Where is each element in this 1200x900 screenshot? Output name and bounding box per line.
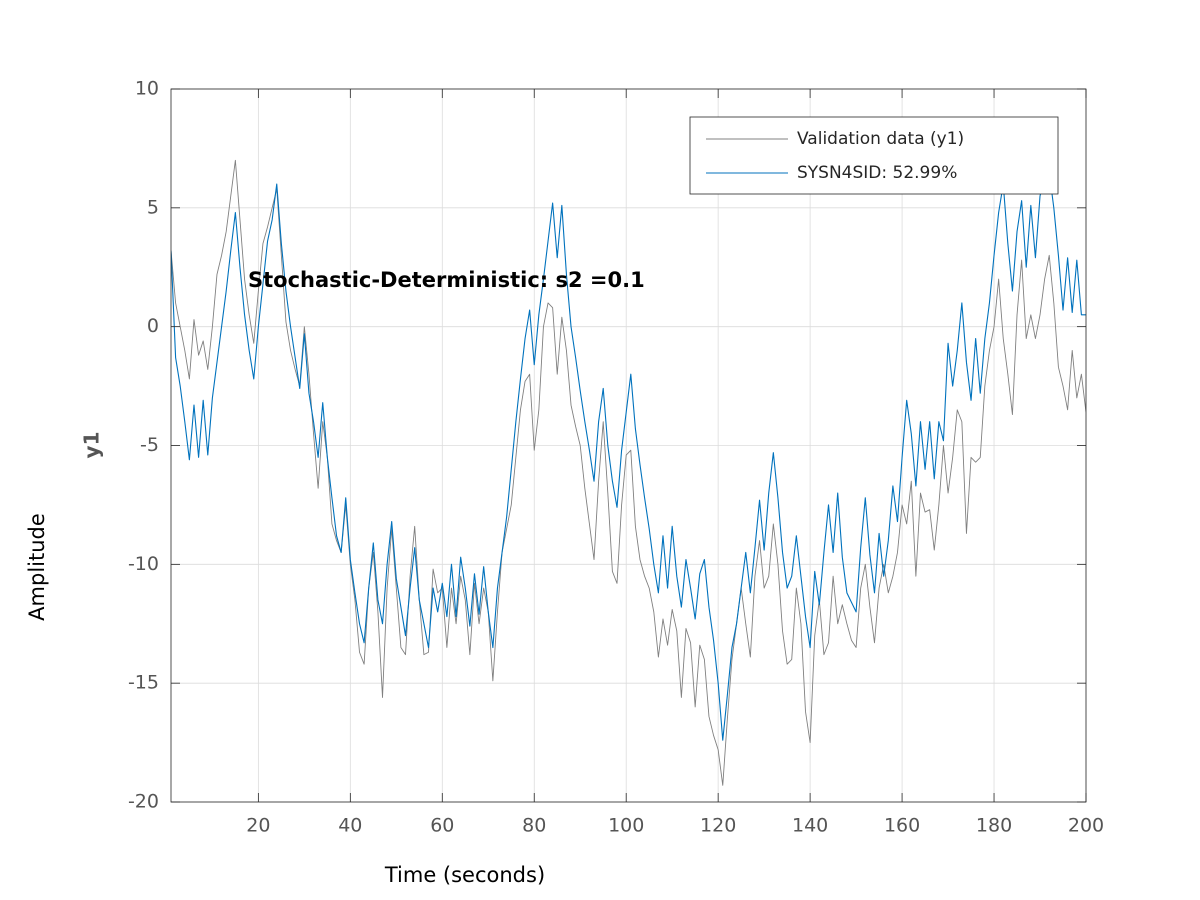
legend-box bbox=[689, 116, 1059, 195]
series-line bbox=[171, 171, 1086, 741]
x-tick-label: 140 bbox=[792, 815, 828, 837]
y-tick-label: 0 bbox=[147, 315, 159, 337]
x-tick-label: 120 bbox=[700, 815, 736, 837]
ticks: 20 40 60 80 100 120 140 160 180 200 -20 -15 -10 -5 0 5 1… bbox=[128, 78, 1104, 837]
x-tick-label: 20 bbox=[246, 815, 270, 837]
y-tick-label: -15 bbox=[128, 672, 159, 694]
y-tick-label: 5 bbox=[147, 196, 159, 218]
legend: Validation data (y1) SYSN4SID: 52.99% bbox=[689, 116, 1059, 195]
series-line bbox=[171, 159, 1086, 786]
x-tick-label: 40 bbox=[338, 815, 362, 837]
x-tick-label: 100 bbox=[608, 815, 644, 837]
lines bbox=[171, 159, 1086, 786]
y-axis-label: Amplitude bbox=[25, 513, 49, 621]
y-tick-label: -10 bbox=[128, 553, 159, 575]
legend-label: Validation data (y1) bbox=[797, 129, 964, 149]
legend-label: SYSN4SID: 52.99% bbox=[797, 163, 957, 183]
y-tick-label: -5 bbox=[140, 434, 159, 456]
x-tick-label: 80 bbox=[522, 815, 546, 837]
x-axis-label: Time (seconds) bbox=[384, 863, 545, 887]
x-tick-label: 160 bbox=[884, 815, 920, 837]
y-tick-label: -20 bbox=[128, 791, 159, 813]
annotation: Stochastic-Deterministic: s2 =0.1 bbox=[248, 268, 645, 292]
x-tick-label: 200 bbox=[1068, 815, 1104, 837]
x-tick-label: 60 bbox=[430, 815, 454, 837]
x-tick-label: 180 bbox=[976, 815, 1012, 837]
output-label: y1 bbox=[80, 432, 104, 459]
y-tick-label: 10 bbox=[135, 78, 159, 100]
